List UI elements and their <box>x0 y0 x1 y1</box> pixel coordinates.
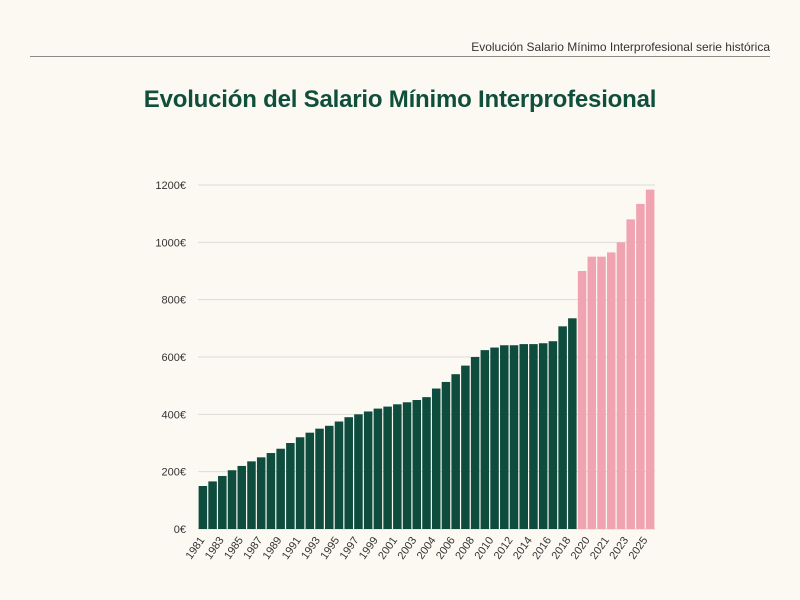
bar <box>451 374 460 529</box>
bar <box>587 256 597 529</box>
y-tick-label: 800€ <box>162 295 186 307</box>
bar <box>266 453 276 529</box>
bar <box>616 242 626 530</box>
bar <box>247 461 256 529</box>
y-axis-labels: 0€ 200€ 400€ 600€ 800€ 1000€ 1200€ <box>155 180 186 536</box>
bar <box>325 425 334 529</box>
bar <box>373 408 383 529</box>
x-tick-label: 2016 <box>530 535 554 562</box>
bar <box>344 417 353 529</box>
bar <box>393 404 402 529</box>
bar <box>538 343 548 529</box>
x-tick-label: 1981 <box>184 535 208 562</box>
bar <box>558 326 567 529</box>
x-tick-label: 1987 <box>241 535 265 562</box>
bar <box>441 381 451 529</box>
bar <box>363 411 373 529</box>
x-tick-label: 2025 <box>627 535 651 562</box>
bar <box>480 350 490 529</box>
y-tick-label: 1200€ <box>155 180 186 192</box>
x-tick-label: 1983 <box>203 535 227 562</box>
x-tick-label: 1997 <box>338 535 362 562</box>
bar <box>597 256 606 529</box>
x-tick-label: 2001 <box>376 535 400 562</box>
x-tick-label: 1999 <box>357 535 381 562</box>
bar <box>461 365 470 529</box>
bar <box>470 357 480 529</box>
bar <box>354 414 363 529</box>
bar <box>606 252 616 529</box>
bar <box>315 428 324 529</box>
x-tick-label: 1993 <box>299 535 323 562</box>
x-tick-label: 1995 <box>318 535 342 562</box>
bar <box>305 432 315 529</box>
header-caption: Evolución Salario Mínimo Interprofesiona… <box>471 40 770 54</box>
bar <box>334 421 344 529</box>
bar <box>500 345 509 529</box>
x-tick-label: 2020 <box>569 535 593 562</box>
bar <box>645 189 655 529</box>
bar-layer <box>198 189 655 530</box>
x-tick-label: 2021 <box>588 535 612 562</box>
y-tick-label: 1000€ <box>155 237 186 249</box>
bar <box>208 481 217 529</box>
y-tick-label: 400€ <box>162 409 186 421</box>
bar <box>218 475 227 529</box>
bar <box>431 388 441 529</box>
y-tick-label: 600€ <box>162 352 186 364</box>
y-tick-label: 200€ <box>162 467 186 479</box>
bar <box>276 448 285 529</box>
bar <box>383 406 392 529</box>
bar <box>490 347 499 529</box>
x-tick-label: 1985 <box>222 535 246 562</box>
header-rule <box>30 56 770 57</box>
bar <box>198 486 208 529</box>
x-tick-label: 1991 <box>280 535 304 562</box>
bar <box>402 402 412 529</box>
bar <box>286 443 295 529</box>
x-tick-label: 2010 <box>472 535 496 562</box>
bar <box>519 344 528 529</box>
x-tick-label: 2023 <box>607 535 631 562</box>
x-tick-label: 2018 <box>550 535 574 562</box>
bar <box>568 318 577 529</box>
x-tick-label: 1989 <box>261 535 285 562</box>
bar <box>626 219 635 529</box>
bar <box>237 465 247 529</box>
x-tick-label: 2004 <box>415 535 439 562</box>
x-tick-label: 2008 <box>453 535 477 562</box>
bar <box>295 437 305 529</box>
bar <box>529 344 538 529</box>
x-tick-label: 2006 <box>434 535 458 562</box>
x-axis-labels: 1981198319851987198919911993199519971999… <box>184 535 651 562</box>
bar <box>509 345 519 529</box>
bar <box>227 470 237 529</box>
bar <box>636 203 645 530</box>
bar <box>577 271 587 529</box>
y-tick-label: 0€ <box>174 524 186 536</box>
bar <box>548 341 558 529</box>
x-tick-label: 2003 <box>395 535 419 562</box>
bar <box>422 397 431 529</box>
x-tick-label: 2012 <box>492 535 516 562</box>
x-tick-label: 2014 <box>511 535 535 562</box>
bar <box>412 400 422 529</box>
chart-title: Evolución del Salario Mínimo Interprofes… <box>143 86 657 113</box>
bar <box>256 457 266 529</box>
